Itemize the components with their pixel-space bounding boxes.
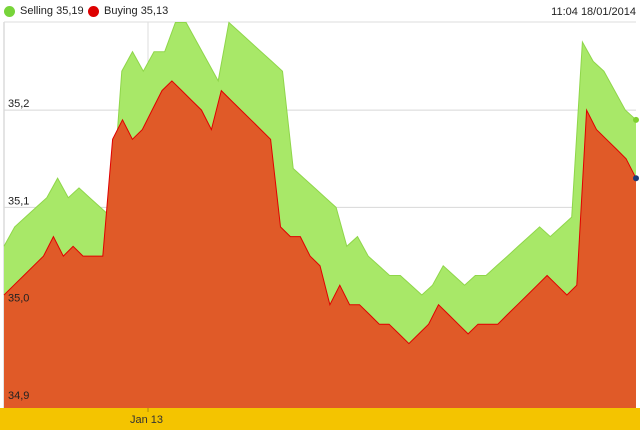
x-axis-band [0, 408, 640, 430]
y-tick-label: 35,2 [8, 98, 29, 110]
line-buying [3, 80, 637, 345]
legend-label-buying: Buying 35,13 [104, 5, 169, 17]
y-tick-label: 34,9 [8, 390, 29, 402]
legend-label-selling: Selling 35,19 [20, 5, 84, 17]
legend-dot-buying [88, 5, 99, 17]
x-axis: Jan 13 [0, 408, 640, 430]
last-point-selling [633, 116, 639, 123]
area-buying [4, 80, 636, 409]
y-tick-label: 35,0 [8, 293, 29, 305]
timestamp: 11:04 18/01/2014 [551, 6, 636, 18]
legend-dot-selling [4, 5, 15, 17]
last-point-buying [633, 175, 639, 182]
legend-item-selling[interactable]: Selling 35,19 [4, 5, 84, 17]
y-tick-labels: 34,9 35,0 35,1 35,2 [8, 98, 29, 402]
area-series [3, 21, 639, 409]
x-tick-label: Jan 13 [130, 414, 163, 426]
legend-item-buying[interactable]: Buying 35,13 [88, 5, 168, 17]
y-tick-label: 35,1 [8, 195, 29, 207]
legend: Selling 35,19 Buying 35,13 [0, 0, 640, 22]
